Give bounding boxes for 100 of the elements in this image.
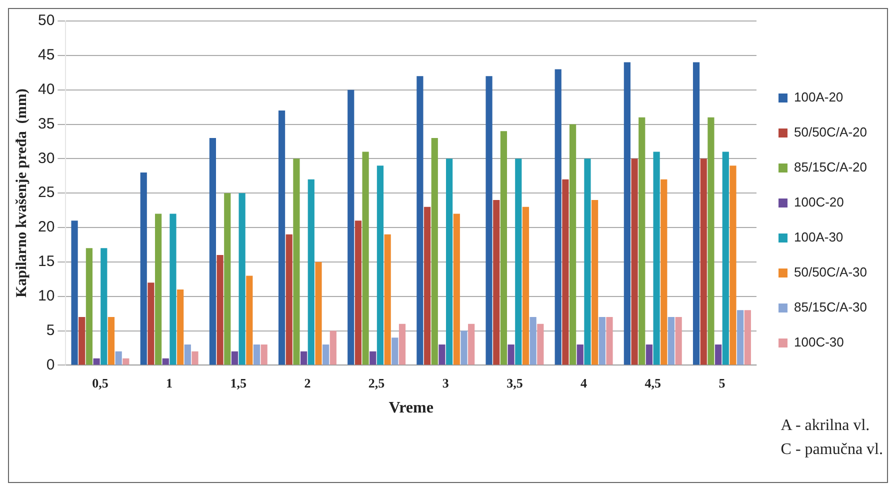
x-tick-label: 5 bbox=[718, 375, 726, 390]
bar bbox=[362, 152, 369, 365]
bar bbox=[231, 351, 238, 365]
bar bbox=[424, 206, 431, 365]
bar bbox=[668, 317, 675, 365]
legend-label: 50/50C/A-20 bbox=[794, 124, 868, 140]
bar bbox=[376, 166, 384, 365]
bar bbox=[246, 276, 253, 365]
bar bbox=[598, 317, 606, 365]
y-tick-label: 35 bbox=[38, 115, 55, 132]
text: C - pamučna vl. bbox=[780, 440, 883, 460]
bar bbox=[108, 317, 115, 365]
bar bbox=[370, 351, 376, 365]
bar bbox=[446, 158, 453, 365]
bar bbox=[216, 255, 224, 365]
y-tick-label: 25 bbox=[38, 184, 55, 202]
bar bbox=[224, 193, 231, 365]
bar bbox=[722, 152, 729, 365]
bar bbox=[653, 152, 660, 365]
legend-label: 100A-20 bbox=[794, 90, 844, 105]
bar bbox=[192, 351, 198, 365]
y-tick-label: 15 bbox=[38, 253, 55, 270]
bar bbox=[384, 234, 391, 365]
legend-label: 100C-30 bbox=[794, 334, 844, 350]
bar bbox=[576, 344, 584, 365]
bar bbox=[184, 344, 191, 365]
y-tick-label: 20 bbox=[38, 218, 55, 236]
bar bbox=[308, 179, 314, 365]
bar bbox=[744, 310, 751, 365]
bar bbox=[330, 330, 336, 365]
text: A - akrilna vl. bbox=[780, 416, 871, 436]
bar bbox=[730, 166, 736, 365]
bar bbox=[569, 124, 576, 365]
bar bbox=[162, 358, 169, 365]
bar bbox=[348, 90, 354, 365]
x-tick-label: 1 bbox=[166, 375, 173, 390]
bar bbox=[278, 110, 286, 365]
bar bbox=[140, 172, 147, 365]
x-tick-label: 4,5 bbox=[644, 375, 662, 390]
bar bbox=[78, 317, 86, 365]
bar bbox=[253, 344, 260, 365]
bar bbox=[631, 158, 638, 365]
bar bbox=[416, 76, 424, 365]
bar bbox=[562, 179, 569, 365]
y-tick-label: 30 bbox=[38, 150, 55, 167]
x-tick-label: 3,5 bbox=[506, 375, 524, 390]
bar bbox=[209, 138, 216, 365]
x-tick-label: 3 bbox=[442, 375, 450, 390]
bar bbox=[660, 179, 668, 365]
y-tick-label: 10 bbox=[38, 288, 55, 304]
bar bbox=[493, 200, 500, 365]
bar bbox=[392, 338, 398, 365]
bar bbox=[148, 282, 154, 365]
y-tick-label: 45 bbox=[38, 46, 55, 64]
bar bbox=[293, 158, 300, 365]
bar bbox=[675, 317, 682, 365]
bar bbox=[238, 193, 246, 365]
bar bbox=[500, 131, 508, 365]
legend-label: 85/15C/A-30 bbox=[794, 300, 868, 315]
bar bbox=[624, 62, 630, 365]
bar bbox=[714, 344, 722, 365]
bar bbox=[554, 69, 562, 365]
bar bbox=[260, 344, 268, 365]
y-axis-title: Kapilarno kvašenje pređa (mm) bbox=[14, 88, 30, 298]
bar bbox=[154, 214, 162, 365]
bar bbox=[86, 248, 93, 365]
y-tick-label: 0 bbox=[46, 356, 55, 374]
bar bbox=[584, 158, 591, 365]
legend-label: 100C-20 bbox=[794, 194, 844, 210]
bar bbox=[692, 62, 700, 365]
bar bbox=[122, 358, 130, 365]
bar bbox=[638, 117, 646, 365]
bar bbox=[508, 344, 514, 365]
bar bbox=[115, 351, 122, 365]
bar bbox=[398, 324, 406, 365]
bar bbox=[100, 248, 108, 365]
bar bbox=[453, 214, 460, 365]
bar bbox=[300, 351, 308, 365]
bar bbox=[177, 289, 184, 365]
y-tick-label: 40 bbox=[38, 80, 55, 98]
x-axis-title: Vreme bbox=[388, 400, 434, 417]
bar bbox=[700, 158, 707, 365]
bar bbox=[170, 214, 176, 365]
bar bbox=[522, 206, 530, 365]
bar bbox=[322, 344, 330, 365]
bar bbox=[530, 317, 536, 365]
x-tick-label: 4 bbox=[580, 375, 588, 390]
x-tick-label: 2 bbox=[304, 375, 311, 390]
bar bbox=[606, 317, 613, 365]
legend-label: 100A-30 bbox=[794, 230, 844, 245]
bar bbox=[93, 358, 100, 365]
x-tick-label: 0,5 bbox=[92, 375, 109, 390]
x-tick-label: 2,5 bbox=[368, 375, 386, 390]
bar bbox=[515, 158, 522, 365]
x-tick-label: 1,5 bbox=[230, 375, 248, 390]
bar bbox=[537, 324, 544, 365]
legend-label: 50/50C/A-30 bbox=[794, 264, 868, 280]
bar bbox=[438, 344, 446, 365]
bar bbox=[737, 310, 744, 365]
bar bbox=[460, 330, 468, 365]
